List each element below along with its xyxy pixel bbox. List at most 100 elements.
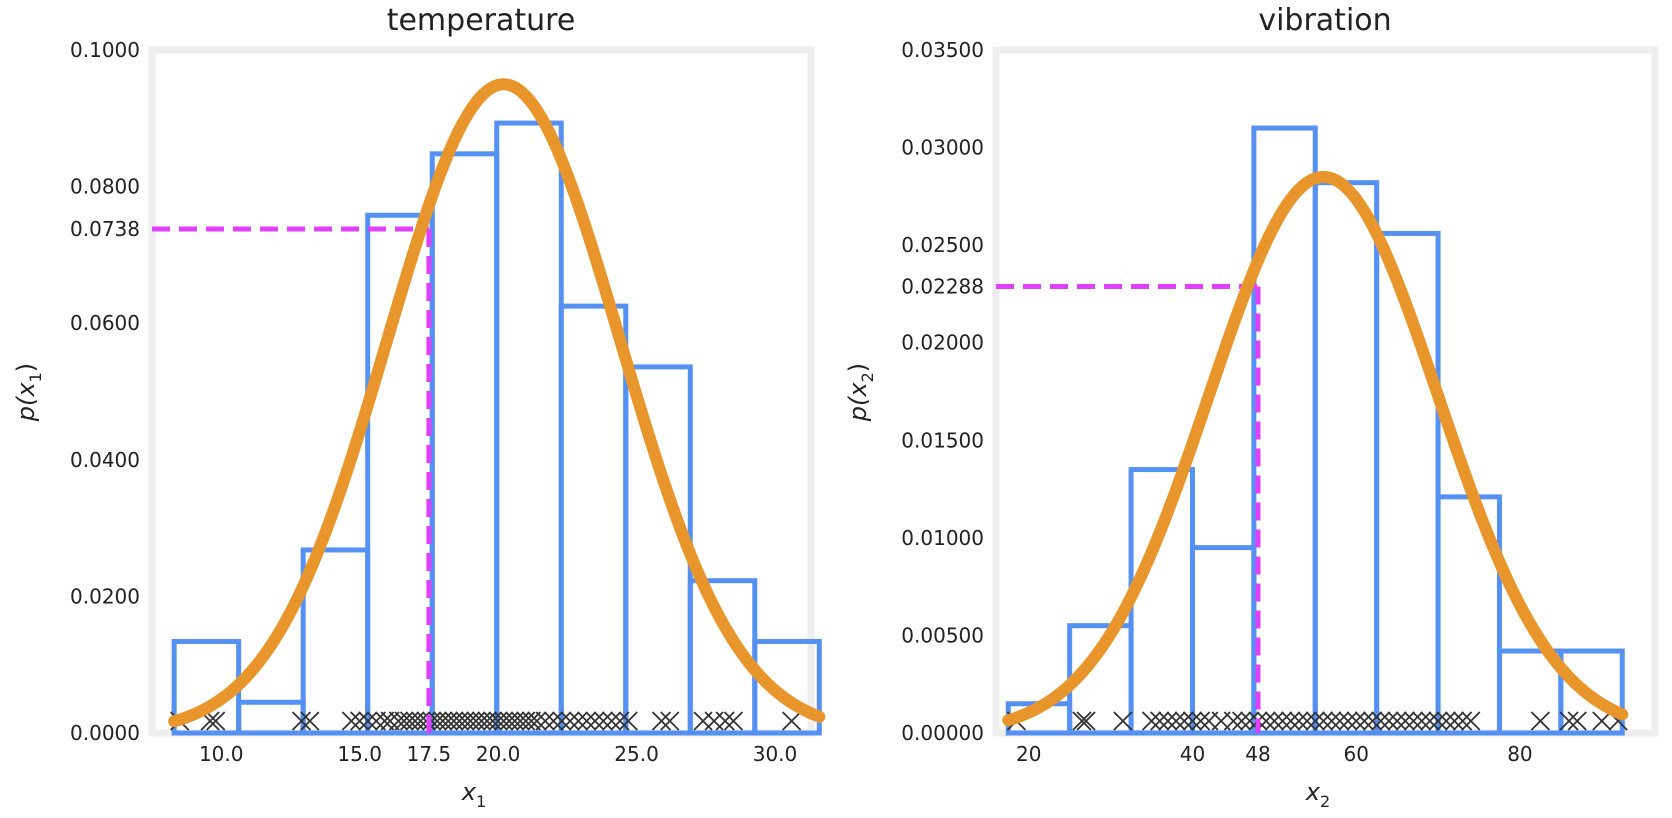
vibration-y-tick-label: 0.00000	[901, 721, 984, 745]
vibration-y-ticks: 0.00000 0.00500 0.01000 0.01500 0.02000 0.022…	[901, 38, 984, 745]
temperature-sample-point	[366, 711, 386, 731]
vibration-panel: vibration 0.000000.005000.010000.015000.…	[844, 3, 1659, 811]
vibration-sample-point	[1403, 711, 1424, 731]
temperature-sample-point	[291, 711, 312, 731]
temperature-sample-point	[543, 711, 564, 731]
temperature-sample-point	[341, 711, 361, 731]
temperature-sample-point	[618, 711, 638, 731]
vibration-gaussian-curve	[1002, 170, 1629, 727]
temperature-sample-point	[535, 711, 555, 731]
temperature-sample-point	[527, 711, 547, 731]
vibration-sample-point	[1354, 711, 1375, 731]
vibration-hist-bar	[1374, 230, 1441, 736]
vibration-y-tick-label: 0.02000	[901, 331, 984, 355]
temperature-sample-point	[577, 711, 597, 731]
temperature-marker-lines	[152, 226, 432, 733]
vibration-marker-lines	[996, 284, 1261, 733]
temperature-x-tick-label: 15.0	[337, 742, 382, 766]
vibration-sample-point	[1395, 711, 1415, 731]
temperature-hist-bar	[752, 638, 822, 736]
vibration-sample-point	[1141, 711, 1162, 731]
vibration-samples	[1006, 711, 1628, 731]
vibration-sample-point	[1223, 711, 1244, 731]
vibration-y-tick-label: 0.03500	[901, 38, 984, 62]
temperature-y-tick-label: 0.0600	[70, 311, 140, 335]
temperature-sample-point	[300, 711, 320, 731]
vibration-sample-point	[1559, 711, 1579, 731]
vibration-y-tick-label: 0.03000	[901, 136, 984, 160]
temperature-sample-point	[585, 711, 605, 731]
vibration-y-tick-label: 0.02288	[901, 275, 984, 299]
temperature-sample-point	[206, 711, 226, 731]
temperature-samples	[170, 711, 802, 731]
vibration-x-tick-label: 60	[1343, 742, 1368, 766]
vibration-sample-point	[1330, 711, 1350, 731]
temperature-sample-point	[723, 711, 744, 731]
vibration-title: vibration	[1258, 3, 1391, 38]
temperature-sample-point	[715, 711, 735, 731]
temperature-sample-point	[593, 711, 613, 731]
temperature-sample-point	[610, 711, 630, 731]
vibration-y-tick-label: 0.02500	[901, 233, 984, 257]
vibration-x-axis-label: x2	[1305, 778, 1330, 811]
vibration-sample-point	[1174, 711, 1194, 731]
vibration-hist-bar	[1558, 648, 1625, 736]
vibration-sample-point	[1182, 711, 1203, 731]
vibration-sample-point	[1387, 711, 1407, 731]
temperature-x-axis-label: x1	[461, 778, 486, 811]
temperature-sample-point	[568, 711, 589, 731]
temperature-y-tick-label: 0.0800	[70, 175, 140, 199]
temperature-histogram	[171, 120, 822, 736]
vibration-sample-point	[1076, 711, 1096, 731]
vibration-sample-point	[1166, 711, 1186, 731]
vibration-plot-frame	[992, 46, 1659, 737]
vibration-sample-point	[1338, 711, 1358, 731]
vibration-sample-point	[1592, 711, 1612, 731]
temperature-sample-point	[602, 711, 622, 731]
vibration-x-tick-label: 80	[1507, 742, 1532, 766]
temperature-title: temperature	[387, 3, 576, 38]
vibration-sample-point	[1305, 711, 1325, 731]
temperature-x-tick-label: 25.0	[614, 742, 659, 766]
temperature-gaussian-curve	[168, 78, 826, 728]
vibration-sample-point	[1362, 711, 1383, 731]
temperature-x-tick-label: 30.0	[753, 742, 798, 766]
vibration-x-ticks: 20 40 48 60 80	[1016, 742, 1533, 766]
vibration-sample-point	[1530, 711, 1551, 731]
vibration-y-tick-label: 0.00500	[901, 623, 984, 647]
temperature-x-ticks: 10.0 15.0 17.5 20.0 25.0 30.0	[199, 742, 797, 766]
temperature-y-tick-label: 0.1000	[70, 38, 140, 62]
temperature-y-tick-label: 0.0200	[70, 584, 140, 608]
vibration-sample-point	[1412, 711, 1432, 731]
vibration-sample-point	[1371, 711, 1391, 731]
vibration-sample-point	[1444, 711, 1465, 731]
temperature-sample-point	[552, 711, 572, 731]
vibration-x-tick-label: 40	[1180, 742, 1205, 766]
vibration-y-axis-label: p(x2)	[844, 363, 877, 422]
temperature-panel: temperature 0.0000 0.0200 0.0400 0.0600 0.07…	[12, 3, 826, 811]
temperature-plot-frame	[148, 46, 815, 737]
temperature-x-tick-label: 20.0	[476, 742, 521, 766]
temperature-x-tick-label: 17.5	[407, 742, 452, 766]
vibration-sample-point	[1113, 711, 1133, 731]
vibration-y-tick-label: 0.01500	[901, 428, 984, 452]
temperature-sample-point	[358, 711, 378, 731]
temperature-sample-point	[560, 711, 580, 731]
vibration-y-tick-label: 0.01000	[901, 526, 984, 550]
vibration-x-tick-label: 48	[1245, 742, 1270, 766]
vibration-sample-point	[1191, 711, 1211, 731]
vibration-sample-point	[1158, 711, 1178, 731]
vibration-sample-point	[1313, 711, 1334, 731]
vibration-sample-point	[1281, 711, 1301, 731]
vibration-sample-point	[1272, 711, 1293, 731]
temperature-sample-point	[521, 711, 541, 731]
vibration-sample-point	[1264, 711, 1284, 731]
vibration-sample-point	[1231, 711, 1252, 731]
vibration-sample-point	[1379, 711, 1399, 731]
vibration-sample-point	[1322, 711, 1342, 731]
temperature-y-tick-label: 0.0400	[70, 448, 140, 472]
vibration-sample-point	[1567, 711, 1587, 731]
temperature-sample-point	[380, 711, 400, 731]
vibration-sample-point	[1072, 711, 1092, 731]
